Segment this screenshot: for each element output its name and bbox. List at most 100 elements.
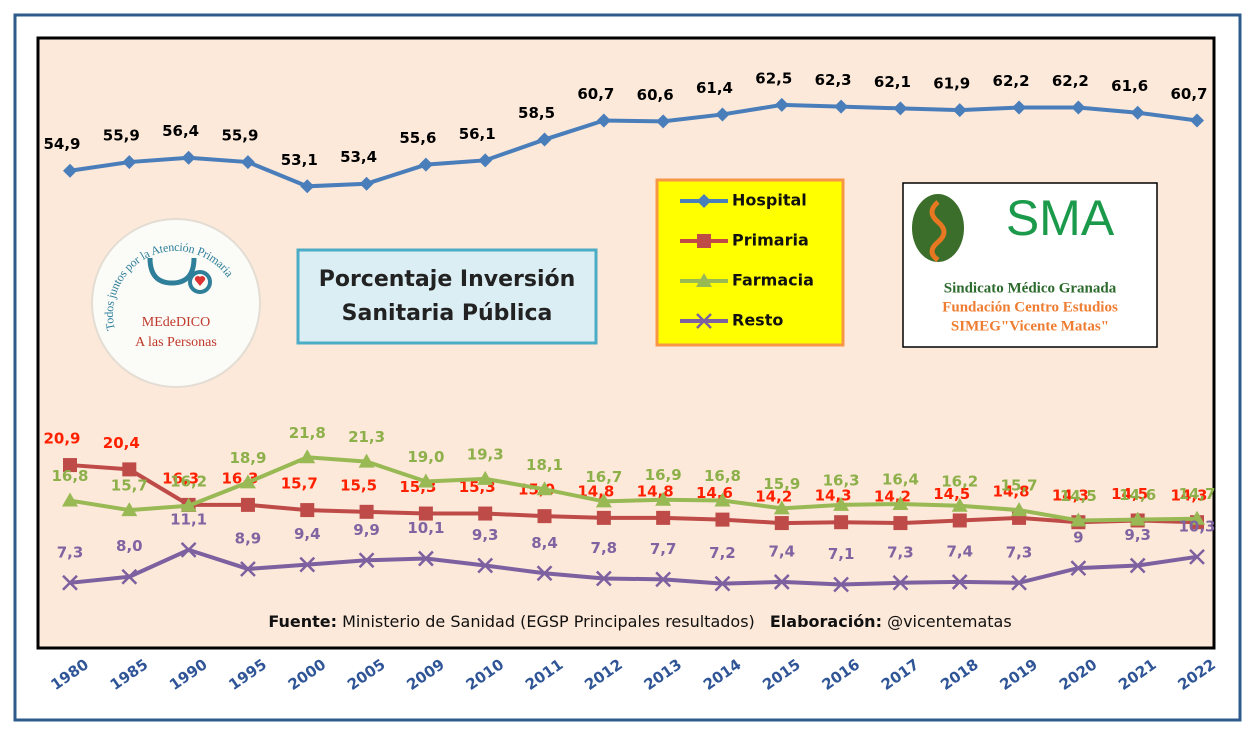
marker <box>714 492 731 507</box>
marker <box>1190 113 1204 128</box>
value-label: 9,9 <box>353 521 380 539</box>
value-label: 60,6 <box>637 86 674 104</box>
marker <box>300 503 315 518</box>
value-label: 55,6 <box>399 129 436 147</box>
marker <box>1189 510 1205 525</box>
marker <box>774 97 789 112</box>
marker <box>63 458 77 473</box>
marker <box>655 491 672 506</box>
value-label: 14,6 <box>1119 486 1156 504</box>
marker <box>478 506 493 521</box>
value-label: 14,5 <box>1060 487 1097 505</box>
marker <box>299 556 316 573</box>
marker <box>537 509 552 524</box>
value-label: 61,4 <box>696 79 733 97</box>
legend-label: Primaria <box>732 231 809 250</box>
value-label: 16,3 <box>823 471 860 489</box>
marker <box>892 574 909 591</box>
logo-line3: SIMEG"Vicente Matas" <box>951 318 1109 334</box>
marker <box>655 571 672 588</box>
stethoscope-head <box>188 270 212 294</box>
marker <box>121 502 138 517</box>
source-label: Fuente: <box>268 612 337 631</box>
legend-label: Farmacia <box>732 271 814 290</box>
value-label: 7,4 <box>769 542 796 560</box>
value-label: 62,1 <box>874 73 911 91</box>
value-label: 61,6 <box>1111 77 1148 95</box>
marker <box>122 155 137 170</box>
chart-title: Porcentaje Inversión Sanitaria Pública <box>318 266 576 326</box>
value-label: 14,3 <box>1052 487 1089 505</box>
value-label: 9 <box>1073 529 1083 547</box>
legend-box <box>655 178 845 347</box>
value-label: 7,2 <box>709 544 736 562</box>
value-label: 14,8 <box>637 482 674 500</box>
marker <box>595 493 612 508</box>
marker <box>833 496 850 511</box>
marker <box>1012 100 1027 115</box>
marker <box>697 194 711 208</box>
series-layer: 54,9 55,9 56,4 55,9 53,1 53,4 55,6 56,1 58,5 60,7… <box>43 69 1216 593</box>
value-label: 15,7 <box>111 477 148 495</box>
marker <box>1071 100 1086 115</box>
marker <box>893 516 908 531</box>
legend-label: Resto <box>732 311 783 330</box>
marker <box>180 542 197 558</box>
marker <box>418 157 433 172</box>
value-label: 15,7 <box>1001 477 1038 495</box>
value-label: 60,7 <box>1170 85 1207 103</box>
logo-mark: SMA <box>1006 190 1115 246</box>
logo-line1: MEdeDICO <box>142 315 210 330</box>
value-label: 14,2 <box>755 488 792 506</box>
value-label: 7,1 <box>828 545 855 563</box>
marker <box>774 516 789 531</box>
value-label: 56,4 <box>162 122 199 140</box>
marker <box>951 574 968 590</box>
value-label: 16,7 <box>585 468 622 486</box>
value-label: 16,3 <box>162 469 199 487</box>
value-label: 54,9 <box>43 135 80 153</box>
value-label: 9,4 <box>294 525 321 543</box>
value-label: 14,3 <box>815 487 852 505</box>
marker <box>834 515 849 530</box>
marker <box>1011 502 1028 517</box>
marker <box>1011 574 1027 591</box>
value-label: 55,9 <box>103 127 140 145</box>
marker <box>358 552 375 569</box>
marker <box>951 497 968 512</box>
value-label: 19,3 <box>467 445 504 463</box>
marker <box>240 497 255 512</box>
marker <box>834 99 849 114</box>
marker <box>892 496 909 511</box>
marker <box>1130 105 1145 120</box>
marker <box>952 513 967 528</box>
credit: @vicentematas <box>887 612 1012 631</box>
value-label: 53,1 <box>281 151 318 169</box>
logo-line2: A las Personas <box>135 335 217 350</box>
value-label: 20,4 <box>103 434 140 452</box>
marker <box>62 574 78 591</box>
marker <box>417 473 434 488</box>
marker <box>478 153 493 168</box>
value-label: 11,1 <box>170 510 207 528</box>
value-label: 53,4 <box>340 148 377 166</box>
marker <box>239 474 256 489</box>
value-label: 14,8 <box>993 482 1030 500</box>
value-label: 16,2 <box>941 472 978 490</box>
value-label: 10,1 <box>407 519 444 537</box>
marker <box>418 506 433 521</box>
value-label: 7,4 <box>946 542 973 560</box>
marker <box>1129 511 1146 526</box>
value-label: 62,5 <box>755 69 792 87</box>
marker <box>596 510 611 525</box>
source: Fuente: Ministerio de Sanidad (EGSP Prin… <box>268 612 1011 631</box>
marker <box>122 462 137 477</box>
value-label: 7,3 <box>887 543 914 561</box>
value-label: 7,3 <box>1006 543 1033 561</box>
logo-line1: Sindicato Médico Granada <box>944 280 1117 296</box>
value-label: 14,5 <box>1111 485 1148 503</box>
marker <box>833 576 849 593</box>
marker <box>359 176 374 191</box>
value-label: 16,2 <box>170 472 207 490</box>
marker <box>180 497 197 512</box>
